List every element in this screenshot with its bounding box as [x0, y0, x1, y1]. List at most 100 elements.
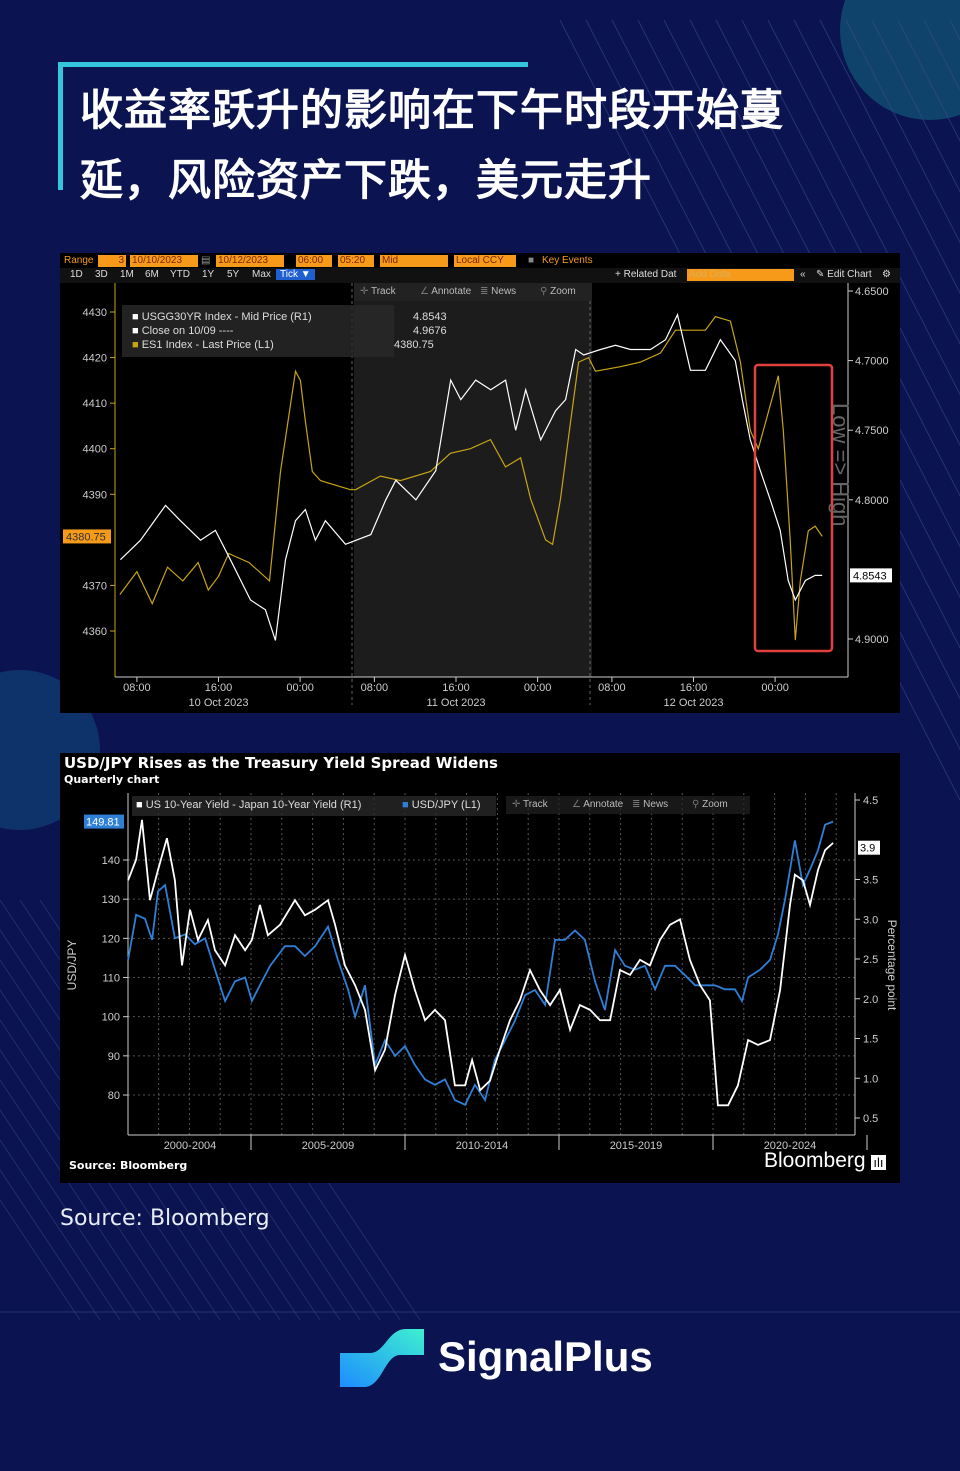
right-tick-label: 3.0	[863, 914, 878, 926]
chart-subtitle: Quarterly chart	[64, 773, 160, 786]
intraday-chart-panel: Range 3 10/10/2023 ▤ 10/12/2023 06:00 05…	[60, 253, 900, 713]
edit-chart-button[interactable]: ✎ Edit Chart	[816, 269, 872, 280]
right-tick-label: 1.5	[863, 1034, 878, 1046]
start-date-field[interactable]: 10/10/2023	[130, 255, 198, 267]
decor-line	[741, 19, 960, 447]
magnifier-icon: ⚲	[540, 286, 551, 297]
decor-line	[819, 19, 960, 295]
x-tick-label: 2020-2024	[764, 1140, 817, 1152]
usdjpy-chart[interactable]: 140 130 120 110 100 90 80 4.5 3.5 3.0 2.5 2.0 1.5 1.0…	[60, 753, 900, 1183]
currency-dropdown[interactable]: Local CCY	[454, 255, 516, 267]
decor-line	[0, 1079, 161, 1321]
legend-item-yield-spread[interactable]: ■ US 10-Year Yield - Japan 10-Year Yield…	[136, 799, 362, 811]
tool-zoom-button[interactable]: ⚲ Zoom	[692, 799, 728, 810]
last-yield-badge	[850, 568, 892, 583]
left-tick-label: 130	[102, 894, 120, 906]
calendar-icon[interactable]: ▤	[201, 255, 211, 266]
chart-title: USD/JPY Rises as the Treasury Yield Spre…	[64, 754, 498, 772]
tool-annotate-button[interactable]: ∠ Annotate	[420, 286, 472, 297]
range-count-field[interactable]: 3	[98, 255, 126, 267]
tool-news-button[interactable]: ≣ News	[480, 286, 517, 297]
legend-item-usgg30yr[interactable]: ■ USGG30YR Index - Mid Price (R1)	[132, 311, 312, 323]
legend-value: 4380.75	[394, 339, 434, 351]
end-date-field[interactable]: 10/12/2023	[216, 255, 284, 267]
period-3d[interactable]: 3D	[95, 269, 108, 280]
x-tick-label: 2000-2004	[164, 1140, 217, 1152]
tool-annotate-button[interactable]: ∠ Annotate	[572, 799, 624, 810]
signalplus-logo-icon	[340, 1329, 424, 1387]
chart-tools: ✛ Track ∠ Annotate ≣ News ⚲ Zoom	[506, 796, 750, 814]
right-tick-label: 3.5	[863, 875, 878, 887]
left-tick-label: 4370	[83, 580, 107, 592]
last-spread-badge	[858, 840, 880, 855]
x-tick-label: 16:00	[442, 682, 470, 694]
right-tick-label: 4.7500	[855, 425, 889, 437]
decor-line	[0, 1199, 81, 1321]
left-tick-label: 110	[102, 973, 120, 985]
tool-track-button[interactable]: ✛ Track	[360, 286, 396, 297]
title-frame	[58, 62, 528, 190]
legend-value: 4.8543	[413, 311, 447, 323]
usdjpy-line	[127, 820, 834, 1106]
left-tick-label: 90	[108, 1051, 120, 1063]
last-price-badge	[63, 529, 111, 544]
period-1y[interactable]: 1Y	[202, 269, 215, 280]
tool-zoom-button[interactable]: ⚲ Zoom	[540, 286, 576, 297]
add-data-input[interactable]: Add Data	[687, 269, 794, 281]
right-tick-label: 0.5	[863, 1113, 878, 1125]
legend-item-close[interactable]: ■ Close on 10/09 ----	[132, 325, 234, 337]
left-tick-label: 4410	[83, 398, 107, 410]
x-tick-label: 2005-2009	[302, 1140, 355, 1152]
period-6m[interactable]: 6M	[145, 269, 159, 280]
tool-news-button[interactable]: ≣ News	[632, 799, 669, 810]
right-tick-label: 4.6500	[855, 286, 889, 298]
right-tick-label: 4.9000	[855, 634, 889, 646]
left-tick-label: 4420	[83, 353, 107, 365]
last-spread-label: 3.9	[860, 843, 875, 855]
crosshair-icon: ✛	[512, 799, 523, 810]
x-tick-label: 08:00	[123, 682, 151, 694]
tick-dropdown[interactable]: Tick ▼	[276, 269, 315, 280]
crosshair-icon: ✛	[360, 286, 371, 297]
range-label: Range	[64, 255, 94, 266]
decor-line	[767, 19, 960, 396]
last-usdjpy-badge	[84, 814, 124, 829]
decor-line	[0, 1169, 101, 1321]
period-max[interactable]: Max	[252, 269, 271, 280]
x-tick-label: 00:00	[524, 682, 552, 694]
legend-item-es1[interactable]: ■ ES1 Index - Last Price (L1)	[132, 339, 274, 351]
end-time-field[interactable]: 05:20	[338, 255, 374, 267]
y-axis-label: USD/JPY	[65, 940, 79, 991]
news-icon: ≣	[480, 286, 492, 297]
key-events-label: Key Events	[542, 255, 593, 266]
legend-item-usdjpy[interactable]: ■ USD/JPY (L1)	[402, 799, 481, 811]
chart-source: Source: Bloomberg	[69, 1159, 188, 1172]
pencil-icon: ∠	[420, 286, 432, 297]
period-ytd[interactable]: YTD	[170, 269, 190, 280]
chart-toolbar: Range 3 10/10/2023 ▤ 10/12/2023 06:00 05…	[60, 253, 900, 268]
left-tick-label: 4390	[83, 489, 107, 501]
x-tick-label: 2010-2014	[456, 1140, 509, 1152]
decor-line	[715, 19, 960, 497]
x-tick-label: 16:00	[205, 682, 233, 694]
tool-track-button[interactable]: ✛ Track	[512, 799, 548, 810]
right-tick-label: 4.5	[863, 795, 878, 807]
related-data-button[interactable]: + Related Dat	[615, 269, 677, 280]
decor-line	[793, 19, 960, 345]
highlight-box	[753, 363, 834, 653]
last-usdjpy-label: 149.81	[86, 817, 120, 829]
gear-icon[interactable]: ⚙	[882, 269, 891, 280]
period-5y[interactable]: 5Y	[227, 269, 240, 280]
yield-line	[119, 312, 823, 641]
start-time-field[interactable]: 06:00	[296, 255, 332, 267]
title-line-1: 收益率跃升的影响在下午时段开始蔓	[80, 86, 784, 136]
period-1d[interactable]: 1D	[70, 269, 83, 280]
page-title: 收益率跃升的影响在下午时段开始蔓 延，风险资产下跌，美元走升	[80, 76, 880, 216]
right-tick-label: 2.0	[863, 994, 878, 1006]
period-1m[interactable]: 1M	[120, 269, 134, 280]
key-events-checkbox[interactable]: ■	[528, 255, 535, 266]
left-tick-label: 4360	[83, 626, 107, 638]
price-type-field[interactable]: Mid	[380, 255, 448, 267]
collapse-button[interactable]: «	[800, 269, 806, 280]
x-tick-label: 00:00	[761, 682, 789, 694]
